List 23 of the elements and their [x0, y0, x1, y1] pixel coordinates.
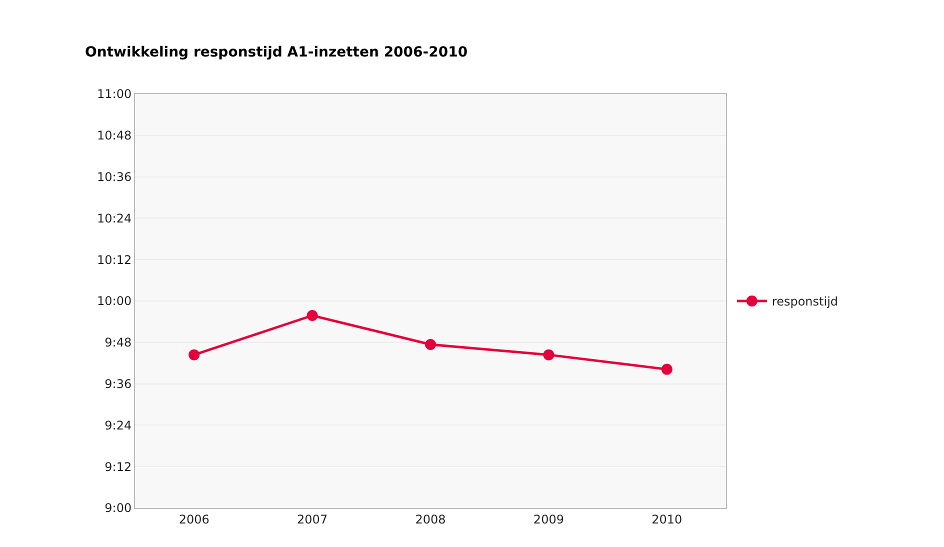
legend-label: responstijd	[772, 294, 838, 309]
y-tick-label: 10:12	[97, 252, 132, 267]
y-tick-label: 10:00	[97, 294, 132, 308]
point	[306, 310, 318, 321]
y-tick-label: 10:36	[97, 170, 132, 184]
y-tick-label: 9:36	[104, 377, 132, 391]
point	[661, 364, 672, 375]
y-tick-label: 11:00	[97, 87, 132, 102]
y-tick-label: 10:24	[97, 211, 132, 226]
y-tick-label: 10:48	[97, 128, 132, 143]
y-tick-label: 9:12	[104, 460, 132, 474]
point	[188, 349, 200, 360]
x-tick-label: 2009	[533, 512, 564, 526]
point	[543, 349, 554, 360]
y-tick-label: 9:00	[104, 501, 132, 516]
point	[425, 338, 436, 350]
x-tick-label: 2006	[178, 512, 210, 526]
x-tick-label: 2010	[652, 512, 682, 526]
x-tick-label: 2008	[415, 512, 446, 526]
chart-title: Ontwikkeling responstijd A1-inzetten 2006-2010	[84, 44, 468, 60]
y-tick-label: 9:48	[104, 336, 132, 350]
x-tick-label: 2007	[297, 512, 328, 526]
y-tick-label: 9:24	[104, 418, 132, 432]
